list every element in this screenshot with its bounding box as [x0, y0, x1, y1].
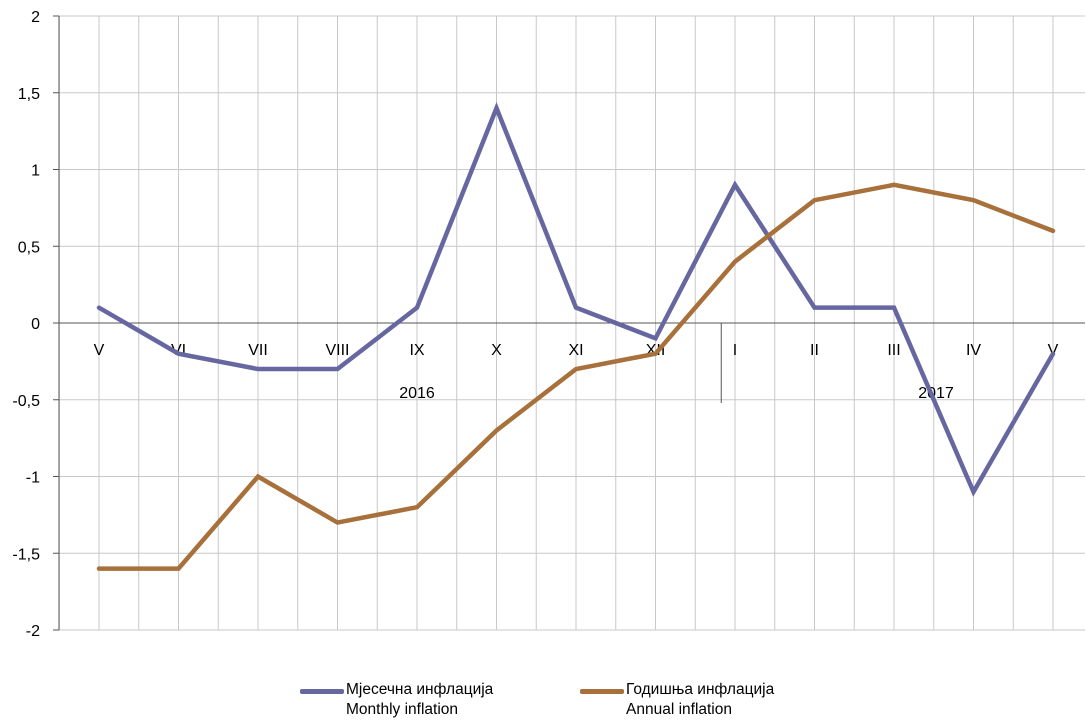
series-lines: [96, 102, 1056, 571]
legend-label-annual: Годишња инфлација Annual inflation: [626, 681, 775, 718]
y-tick-label: 0: [31, 316, 40, 333]
y-tick-label: 1: [31, 163, 40, 180]
y-tick-label: -1,5: [12, 546, 40, 563]
monthly-inflation-line: [96, 102, 1056, 497]
x-tick-label: IX: [409, 342, 424, 359]
year-group-label: 2016: [399, 385, 435, 402]
y-tick-label: 1,5: [18, 86, 40, 103]
x-tick-label: XI: [568, 342, 583, 359]
x-tick-label: V: [1048, 342, 1059, 359]
y-tick-labels: -2 -1,5 -1 -0,5 0 0,5 1 1,5 2: [12, 9, 40, 640]
y-tick-label: -2: [26, 623, 40, 640]
annual-inflation-line: [96, 182, 1056, 571]
y-tick-label: 2: [31, 9, 40, 26]
x-tick-label: VII: [248, 342, 268, 359]
legend-label-monthly: Мјесечна инфлација Monthly inflation: [346, 681, 494, 718]
x-tick-label: V: [94, 342, 105, 359]
y-tick-label: -0,5: [12, 393, 40, 410]
x-tick-label: X: [491, 342, 502, 359]
x-tick-label: IV: [966, 342, 981, 359]
legend-swatch-annual: [580, 689, 624, 694]
x-tick-label: I: [733, 342, 737, 359]
x-tick-label: VIII: [325, 342, 349, 359]
x-tick-label: III: [887, 342, 900, 359]
y-tick-label: 0,5: [18, 239, 40, 256]
x-tick-label: II: [810, 342, 819, 359]
legend-swatch-monthly: [300, 689, 344, 694]
y-tick-label: -1: [26, 470, 40, 487]
axes: [53, 15, 1085, 631]
